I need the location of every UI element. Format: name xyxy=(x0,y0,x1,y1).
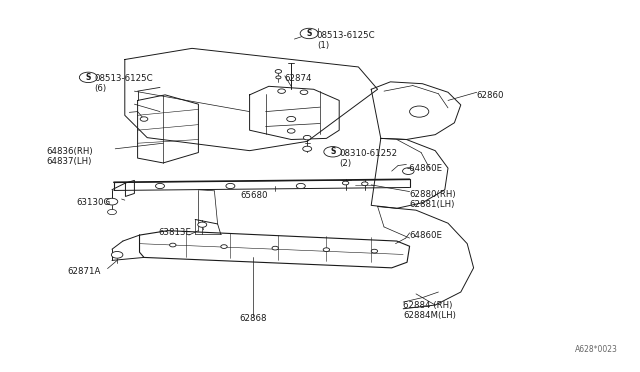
Circle shape xyxy=(198,222,207,227)
Text: A628*0023: A628*0023 xyxy=(575,345,618,354)
Circle shape xyxy=(276,76,281,79)
Text: 64860E: 64860E xyxy=(410,231,443,240)
Circle shape xyxy=(140,117,148,121)
Text: 62874: 62874 xyxy=(285,74,312,83)
Text: 08513-6125C
(1): 08513-6125C (1) xyxy=(317,31,376,50)
Circle shape xyxy=(108,209,116,215)
Text: 62860: 62860 xyxy=(477,91,504,100)
Circle shape xyxy=(287,116,296,122)
Text: 08513-6125C
(6): 08513-6125C (6) xyxy=(95,74,154,93)
Circle shape xyxy=(323,248,330,251)
Circle shape xyxy=(111,251,123,258)
Circle shape xyxy=(300,90,308,94)
Text: 62871A: 62871A xyxy=(67,267,100,276)
Text: 62880(RH)
62881(LH): 62880(RH) 62881(LH) xyxy=(410,190,456,209)
Text: 08310-61252
(2): 08310-61252 (2) xyxy=(339,149,397,168)
Circle shape xyxy=(342,181,349,185)
Circle shape xyxy=(156,183,164,189)
Text: S: S xyxy=(307,29,312,38)
Text: 62884 (RH)
62884M(LH): 62884 (RH) 62884M(LH) xyxy=(403,301,456,320)
Circle shape xyxy=(226,183,235,189)
Text: 65680: 65680 xyxy=(240,191,268,200)
Circle shape xyxy=(106,198,118,205)
Text: S: S xyxy=(86,73,91,82)
Text: 62868: 62868 xyxy=(239,314,266,323)
Text: 63813E: 63813E xyxy=(159,228,192,237)
Circle shape xyxy=(278,89,285,93)
Circle shape xyxy=(303,146,312,151)
Circle shape xyxy=(296,183,305,189)
Circle shape xyxy=(410,106,429,117)
Circle shape xyxy=(275,70,282,73)
Circle shape xyxy=(303,135,311,140)
Circle shape xyxy=(371,249,378,253)
Circle shape xyxy=(272,246,278,250)
Circle shape xyxy=(403,168,414,174)
Circle shape xyxy=(287,129,295,133)
Circle shape xyxy=(79,72,97,83)
Circle shape xyxy=(362,182,368,186)
Text: 63130G: 63130G xyxy=(77,198,111,207)
Circle shape xyxy=(170,243,176,247)
Circle shape xyxy=(221,245,227,248)
Text: -64860E: -64860E xyxy=(406,164,442,173)
Circle shape xyxy=(324,147,342,157)
Text: S: S xyxy=(330,147,335,156)
Circle shape xyxy=(300,28,318,39)
Text: 64836(RH)
64837(LH): 64836(RH) 64837(LH) xyxy=(46,147,93,166)
